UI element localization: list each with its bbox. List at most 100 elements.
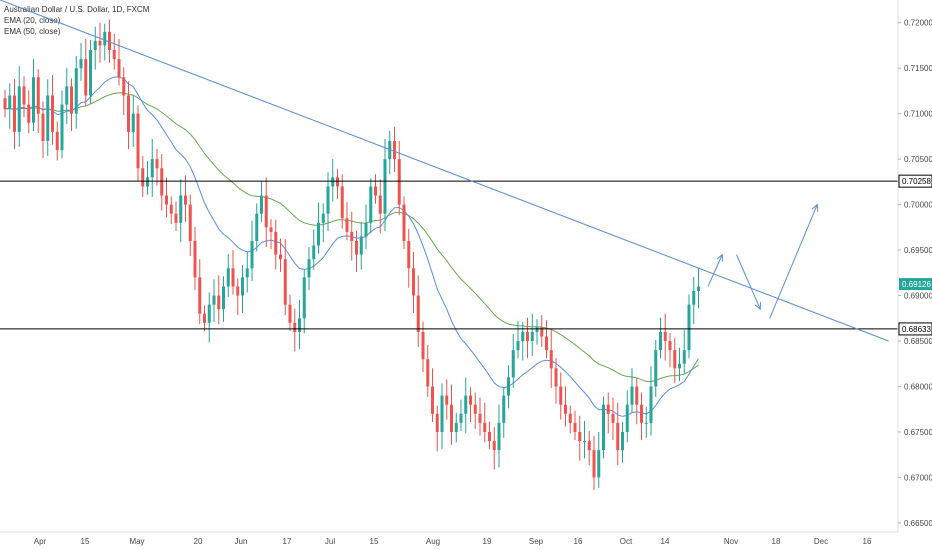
candle-body <box>511 350 515 378</box>
candle-body <box>222 286 225 310</box>
candle-body <box>117 59 121 78</box>
candle-body <box>507 377 510 396</box>
candle-body <box>568 413 572 423</box>
candle-body <box>321 213 325 223</box>
candle-body <box>412 268 415 296</box>
candle-body <box>260 195 263 214</box>
candle-body <box>535 327 539 332</box>
time-tick-label: 15 <box>81 537 90 546</box>
candle-body <box>160 168 164 196</box>
time-tick-label: 20 <box>194 537 203 546</box>
candle-body <box>84 59 88 96</box>
candle-body <box>74 68 78 114</box>
candle-body <box>8 95 12 110</box>
candle-body <box>649 386 653 423</box>
candle-body <box>692 291 696 305</box>
candle-body <box>369 186 373 223</box>
candle-body <box>112 50 116 60</box>
candle-body <box>597 450 601 478</box>
candle-body <box>526 331 529 342</box>
time-axis[interactable]: Apr 15 May 20 Jun 17 Jul 15 Aug 19 Sep 16 Oct 14 Nov 18… <box>0 531 898 546</box>
candle-body <box>288 304 292 323</box>
chart-legend: Australian Dollar / U.S. Dollar, 1D, FXC… <box>4 4 149 37</box>
candle-body <box>51 95 54 132</box>
time-tick-label: Aug <box>426 537 440 546</box>
candle-body <box>554 368 558 387</box>
candle-body <box>312 245 316 260</box>
candle-body <box>231 268 235 287</box>
projection-arrow-line <box>707 254 723 287</box>
candle-body <box>545 336 548 351</box>
candle-body <box>108 31 111 51</box>
candle-body <box>454 422 458 432</box>
candle-body <box>407 240 411 269</box>
candle-body <box>241 277 244 296</box>
candle-body <box>131 113 135 132</box>
candle-body <box>279 254 282 260</box>
legend-ema20: EMA (20, close) <box>4 16 61 25</box>
candle-body <box>483 422 487 432</box>
candle-body <box>207 304 211 323</box>
candle-body <box>397 159 401 205</box>
candle-body <box>426 359 430 387</box>
candle-body <box>36 77 40 114</box>
price-tick-label: 0.70000 <box>904 201 932 210</box>
candle-body <box>188 204 192 241</box>
time-tick-label: Sep <box>529 537 544 546</box>
price-tick-label: 0.69500 <box>904 246 932 255</box>
candle-body <box>355 240 358 255</box>
candle-body <box>654 350 658 387</box>
level-price-label: 0.68633 <box>902 325 931 334</box>
candle-body <box>611 413 615 423</box>
projection-arrow-head <box>754 302 762 311</box>
candle-body <box>60 104 64 151</box>
candle-body <box>179 195 183 223</box>
candle-body <box>193 240 197 278</box>
candle-body <box>302 277 306 319</box>
candle-body <box>46 95 50 141</box>
price-tick-label: 0.72000 <box>904 19 932 28</box>
candle-body <box>663 331 667 342</box>
candle-body <box>659 331 662 351</box>
candle-body <box>635 386 639 405</box>
projection-arrow-line <box>769 204 818 319</box>
candle-body <box>478 413 482 423</box>
candle-body <box>364 222 368 237</box>
time-tick-label: Nov <box>724 537 738 546</box>
price-axis[interactable]: 0.72000 0.71500 0.71000 0.70500 0.70000 0.695… <box>897 0 932 532</box>
candle-body <box>236 286 240 296</box>
price-tick-label: 0.68500 <box>904 337 932 346</box>
candle-body <box>473 404 477 414</box>
candle-body <box>530 331 534 342</box>
candle-body <box>625 404 629 432</box>
candle-body <box>27 104 31 123</box>
candle-body <box>307 259 311 278</box>
drawings <box>0 0 889 342</box>
candle-body <box>383 159 387 214</box>
candle-body <box>264 195 268 228</box>
price-tick-label: 0.69000 <box>904 292 932 301</box>
candle-body <box>141 168 145 187</box>
time-tick-label: Jul <box>325 537 335 546</box>
candle-body <box>416 295 420 332</box>
candle-body <box>165 195 168 205</box>
candle-body <box>678 363 681 369</box>
candle-body <box>293 322 297 332</box>
candle-body <box>55 131 59 151</box>
candle-body <box>435 413 439 432</box>
current-price-label: 0.69126 <box>902 280 931 289</box>
candle-body <box>255 213 259 241</box>
price-tick-label: 0.71500 <box>904 64 932 73</box>
candle-body <box>682 350 686 364</box>
candle-body <box>616 422 620 451</box>
candle-body <box>331 177 335 187</box>
candle-body <box>283 259 287 305</box>
candle-body <box>336 177 339 187</box>
candle-body <box>630 386 634 405</box>
candle-body <box>150 159 154 178</box>
candle-body <box>169 204 173 214</box>
time-tick-label: May <box>129 537 144 546</box>
time-tick-label: 19 <box>483 537 492 546</box>
candle-body <box>155 159 159 169</box>
